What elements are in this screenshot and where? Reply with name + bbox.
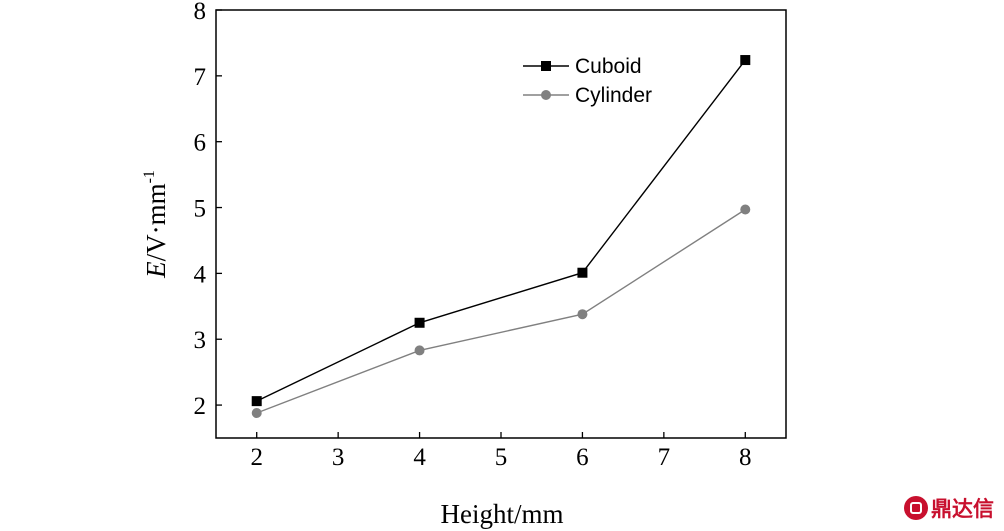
x-tick-label: 4 (413, 444, 426, 471)
y-tick-label: 3 (194, 327, 207, 354)
y-tick-label: 2 (194, 393, 207, 420)
x-tick-label: 8 (739, 444, 752, 471)
y-axis-title-superscript: -1 (141, 170, 158, 183)
watermark: 鼎达信 (904, 493, 994, 523)
data-point-cuboid (414, 317, 425, 328)
series-line-cylinder (256, 208, 746, 414)
x-tick-label: 5 (495, 444, 508, 471)
series-layer (251, 55, 751, 418)
legend: Cuboid Cylinder (523, 55, 652, 107)
data-point-cylinder (414, 345, 425, 356)
y-tick-label: 6 (194, 130, 207, 157)
data-point-cuboid (740, 55, 751, 66)
y-tick-label: 5 (194, 196, 207, 223)
x-tick-label: 6 (576, 444, 589, 471)
legend-label: Cuboid (575, 55, 642, 78)
data-point-cuboid (251, 396, 262, 407)
plot-frame (215, 9, 787, 439)
series-cuboid (251, 55, 751, 407)
legend-label: Cylinder (575, 84, 652, 107)
x-tick-label: 2 (250, 444, 263, 471)
y-axis-title-main: /V·mm (141, 183, 171, 261)
series-cylinder (251, 204, 751, 418)
legend-marker (541, 61, 551, 71)
y-tick-label: 4 (194, 261, 207, 288)
legend-marker (541, 90, 551, 100)
series-line-cuboid (256, 59, 746, 402)
axis-ticks: 2 3 4 5 6 7 8 2 3 4 5 6 7 8 (194, 0, 752, 471)
y-tick-label: 8 (194, 0, 207, 25)
x-tick-label: 3 (332, 444, 345, 471)
x-axis-title: Height/mm (441, 499, 564, 529)
y-axis-title-italic: E (141, 261, 171, 279)
x-tick-label: 7 (658, 444, 671, 471)
data-point-cylinder (740, 204, 751, 215)
data-point-cylinder (251, 407, 262, 418)
data-point-cylinder (577, 309, 588, 320)
data-point-cuboid (577, 267, 588, 278)
y-axis-title: E/V·mm-1 (141, 170, 171, 279)
watermark-text: 鼎达信 (931, 497, 994, 521)
watermark-logo-icon (904, 496, 928, 520)
y-tick-label: 7 (194, 64, 207, 91)
legend-item-cuboid: Cuboid (523, 55, 642, 78)
legend-item-cylinder: Cylinder (523, 84, 652, 107)
